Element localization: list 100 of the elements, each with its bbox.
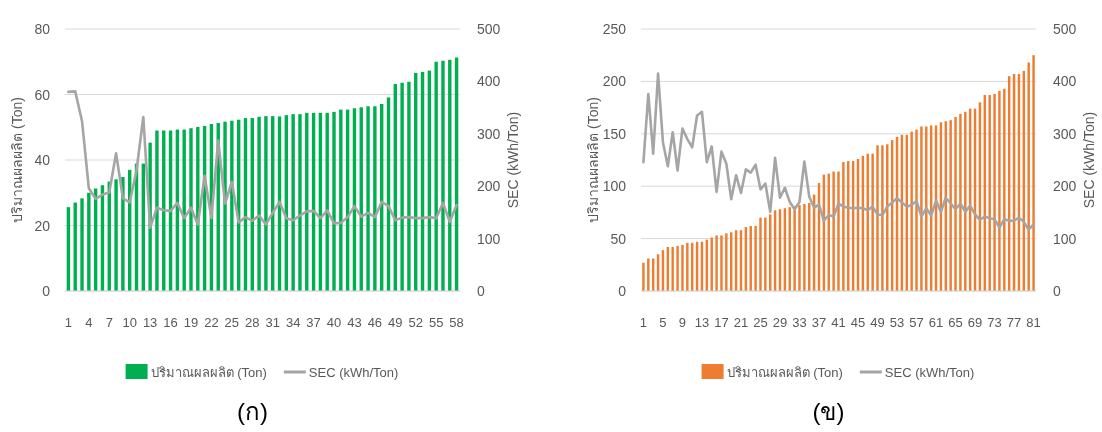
bar [915, 129, 918, 291]
bar [910, 131, 913, 291]
x-tick-label: 40 [326, 315, 342, 330]
bar [832, 171, 835, 291]
x-tick-label: 13 [694, 315, 710, 330]
bar [189, 128, 193, 291]
x-tick-label: 29 [772, 315, 788, 330]
y-tick-label: 80 [34, 21, 51, 37]
x-tick-label: 49 [388, 315, 403, 330]
x-tick-label: 19 [183, 315, 199, 330]
x-tick-label: 55 [428, 315, 444, 330]
bar [754, 226, 757, 291]
bar [121, 177, 125, 291]
bar [325, 112, 329, 291]
x-tick-label: 17 [714, 315, 729, 330]
x-tick-label: 25 [224, 315, 240, 330]
bar [720, 235, 723, 291]
x-tick-label: 73 [987, 315, 1002, 330]
bar [642, 262, 645, 291]
x-tick-label: 49 [870, 315, 885, 330]
x-tick-label: 22 [204, 315, 219, 330]
y-tick-label: 250 [602, 21, 627, 37]
y2-tick-label: 0 [477, 283, 485, 299]
bar [920, 126, 923, 291]
bar [725, 233, 728, 291]
x-tick-label: 53 [889, 315, 905, 330]
x-tick-label: 9 [678, 315, 687, 330]
y-tick-label: 0 [618, 283, 627, 299]
bar [793, 206, 796, 291]
bar [182, 129, 186, 291]
bar [80, 198, 84, 291]
text: (ก) [237, 398, 268, 425]
x-tick-label: 34 [285, 315, 301, 330]
y2-tick-label: 300 [477, 125, 501, 142]
y-axis-title: ปริมาณผลผลิต (Ton) [585, 97, 601, 223]
y-tick-label: 100 [602, 178, 627, 195]
legend-label: SEC (kWh/Ton) [884, 365, 975, 380]
bar [803, 204, 806, 291]
line-series [67, 90, 458, 229]
x-tick-label: 7 [105, 315, 113, 330]
y2-tick-label: 300 [1053, 125, 1077, 142]
bar [257, 116, 261, 291]
y2-tick-label: 100 [477, 230, 501, 247]
bar [441, 60, 445, 291]
bar [671, 246, 674, 291]
bar [291, 114, 295, 291]
x-tick-label: 4 [85, 315, 93, 330]
y2-tick-label: 100 [1053, 230, 1077, 247]
x-tick-label: 77 [1006, 315, 1022, 330]
bar [407, 81, 411, 291]
x-tick-label: 57 [909, 315, 924, 330]
x-tick-label: 43 [347, 315, 362, 330]
x-tick-label: 37 [811, 315, 827, 330]
y-tick-label: 20 [34, 217, 51, 234]
bar [759, 217, 762, 291]
x-tick-label: 16 [163, 315, 178, 330]
y2-tick-label: 500 [477, 21, 501, 37]
x-tick-label: 21 [733, 315, 749, 330]
bar [223, 121, 227, 291]
x-tick-label: 31 [265, 315, 280, 330]
bar [676, 245, 679, 291]
x-tick-label: 81 [1026, 315, 1041, 330]
bar [842, 162, 845, 291]
bar [155, 130, 159, 291]
x-tick-label: 58 [449, 315, 464, 330]
y2-tick-label: 400 [477, 73, 501, 90]
x-tick-label: 52 [408, 315, 423, 330]
legend-label: ปริมาณผลผลิต (Ton) [150, 365, 267, 380]
x-tick-label: 46 [367, 315, 383, 330]
bar [871, 153, 874, 291]
bar [876, 145, 879, 291]
legend-label: SEC (kWh/Ton) [308, 365, 399, 380]
bar [954, 117, 957, 291]
bar [681, 244, 684, 291]
x-tick-label: 25 [753, 315, 768, 330]
x-tick-label: 45 [850, 315, 866, 330]
bar [196, 126, 200, 291]
bar [114, 179, 118, 291]
bar [764, 217, 767, 291]
text: (ข) [812, 398, 845, 425]
bar [230, 120, 234, 291]
bar [87, 192, 91, 291]
bar [332, 111, 336, 291]
y2-axis-title: SEC (kWh/Ton) [1081, 111, 1097, 209]
bar [366, 106, 370, 291]
x-tick-label: 37 [306, 315, 321, 330]
x-tick-label: 1 [64, 315, 73, 330]
bar [715, 235, 718, 291]
x-tick-label: 61 [928, 315, 944, 330]
y2-tick-label: 200 [1053, 178, 1077, 195]
bar [686, 242, 689, 291]
y2-tick-label: 500 [1053, 21, 1077, 37]
y-tick-label: 150 [602, 125, 627, 142]
bar [798, 205, 801, 291]
x-tick-label: 5 [659, 315, 667, 330]
bar [964, 111, 967, 291]
x-tick-label: 41 [831, 315, 846, 330]
bar [988, 95, 991, 291]
x-tick-label: 13 [142, 315, 158, 330]
bar [998, 90, 1001, 291]
